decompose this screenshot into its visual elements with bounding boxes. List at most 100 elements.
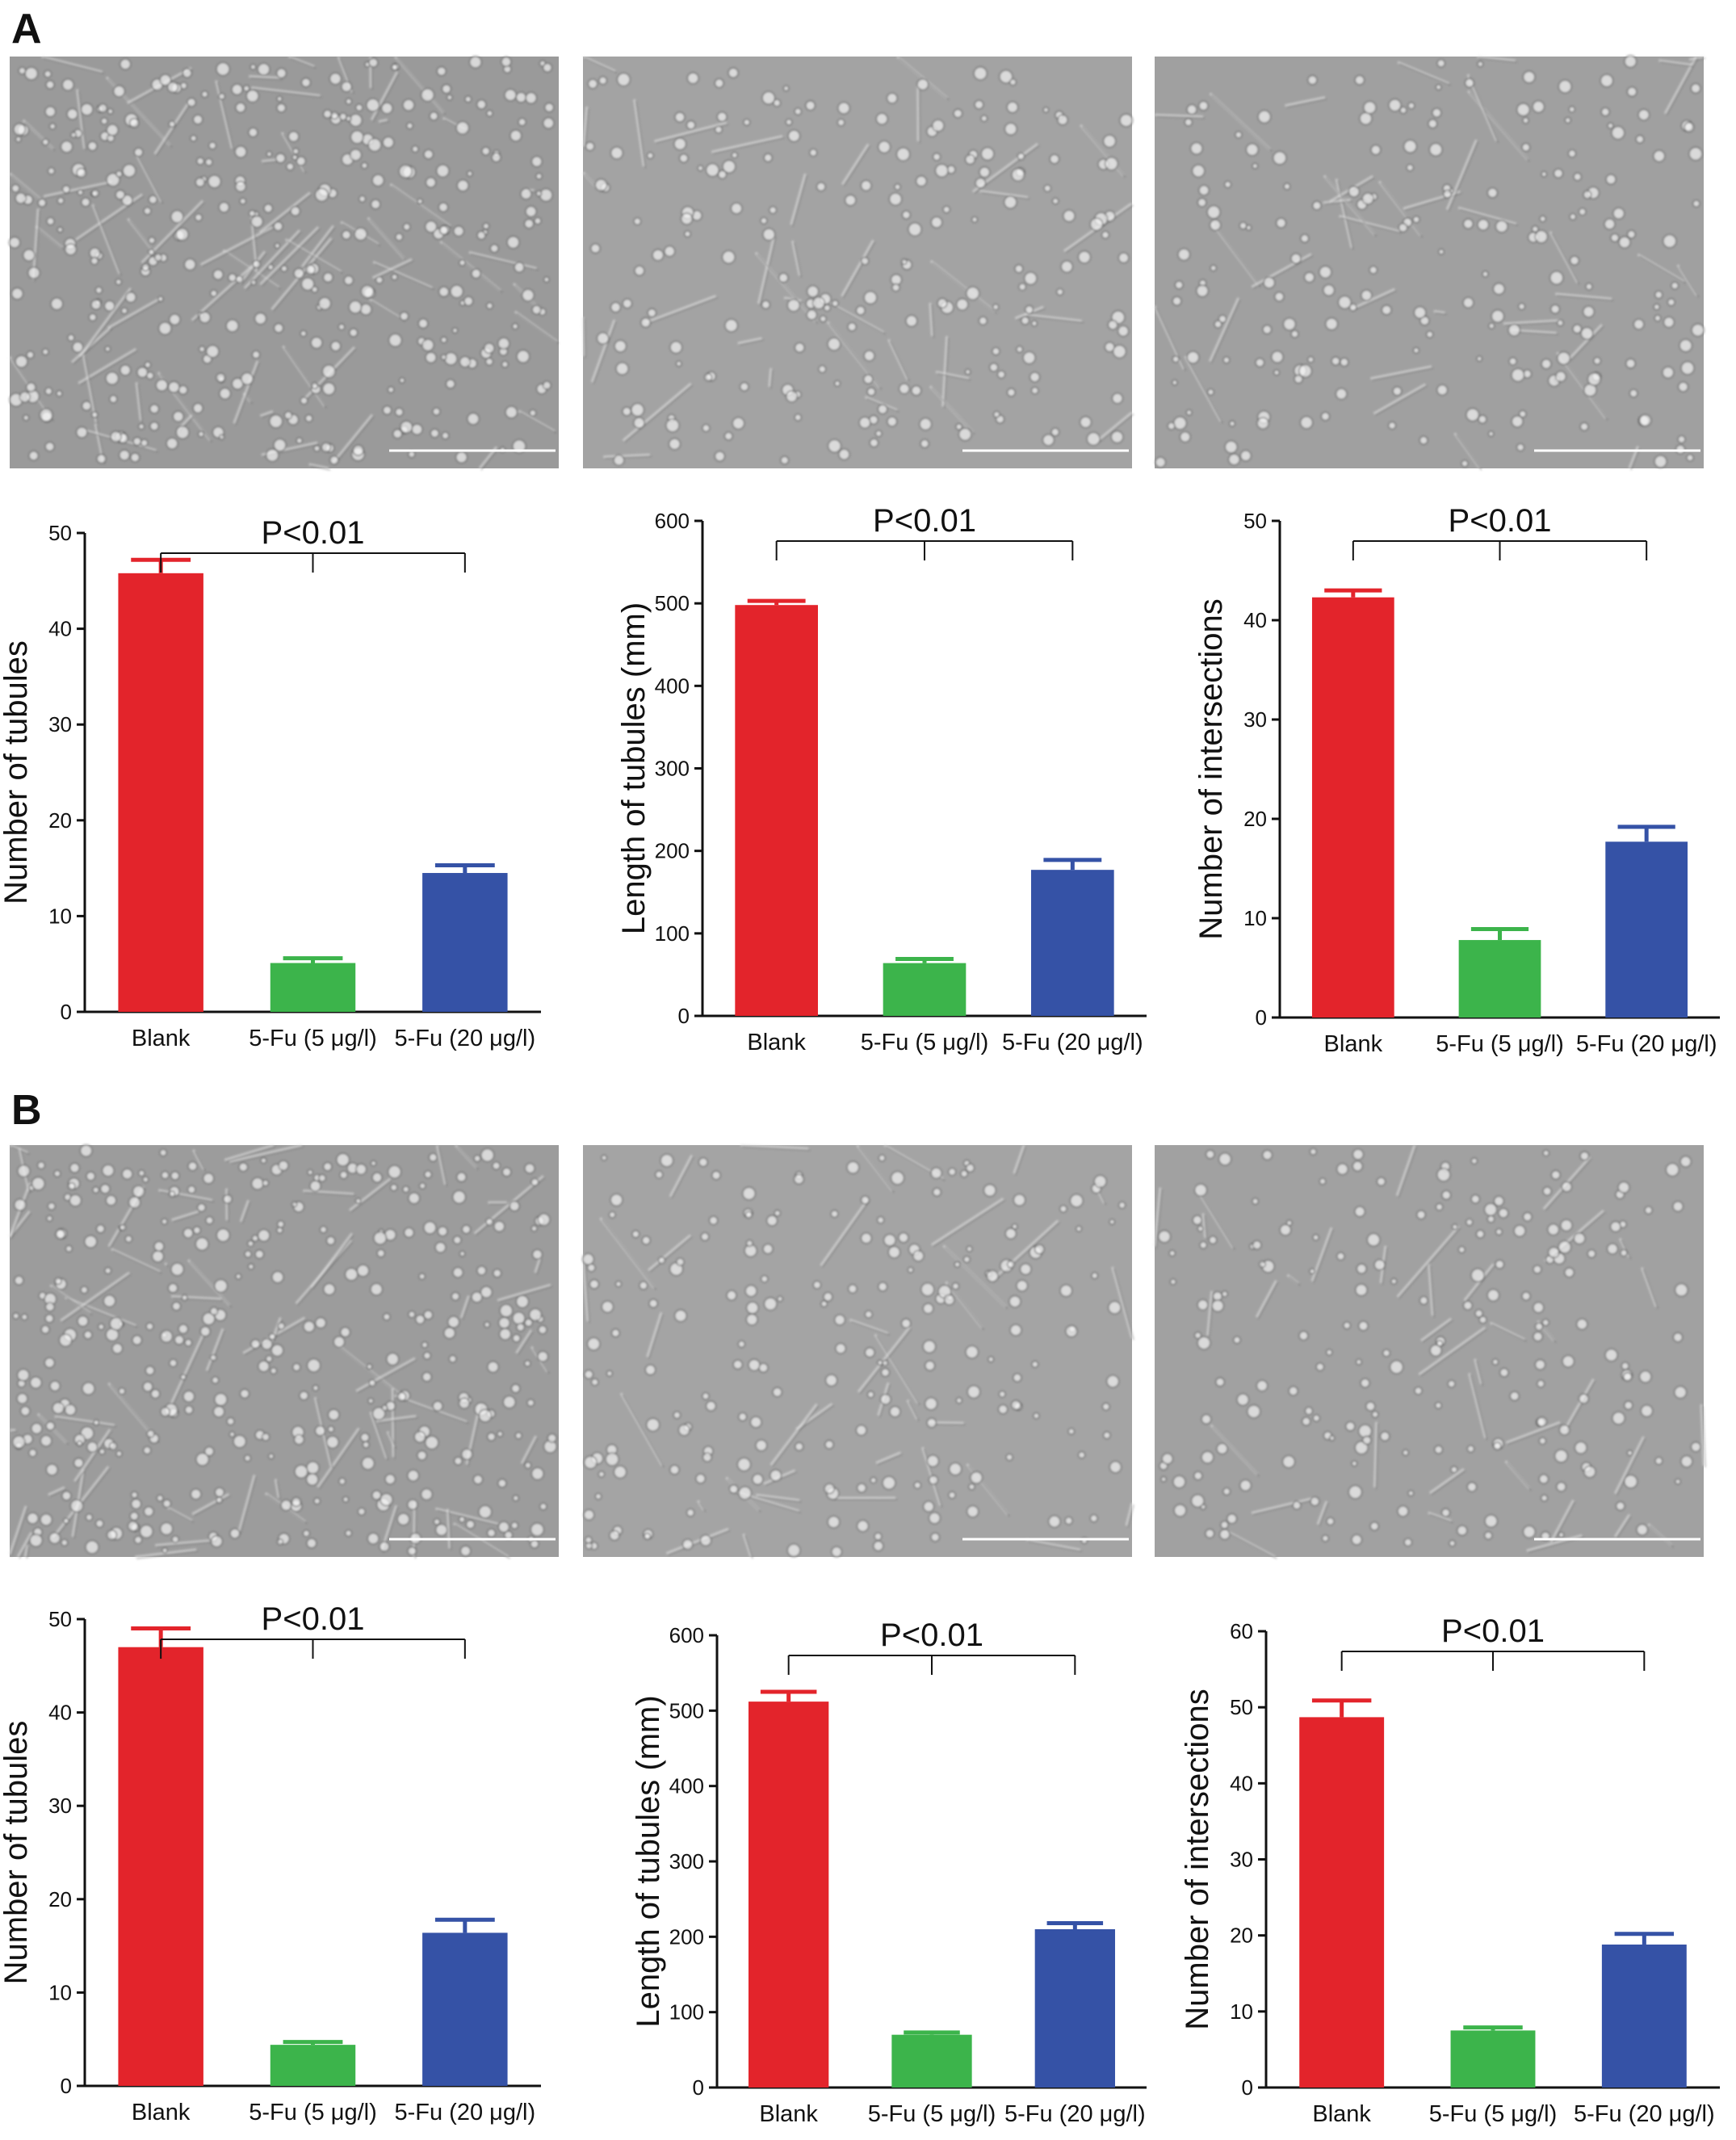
bar-chart-b-1: 0 10 20 30 40 50 Number of tubules Blank 5-Fu (5… [0,1601,541,2125]
x-tick-label: 5-Fu (5 μg/l) [1436,1031,1564,1057]
bar [883,963,967,1016]
y-tick-label: 300 [669,1849,704,1874]
micrograph-a-blank [8,55,560,471]
y-tick-label: 0 [1256,1005,1267,1030]
bar-chart-b-3: 0 10 20 30 40 50 60 Number of intersections Blan… [1180,1613,1720,2127]
y-tick-label: 200 [655,839,690,863]
y-tick-label: 100 [669,2000,704,2025]
bar [1605,841,1688,1018]
x-tick-label: 5-Fu (20 μg/l) [1002,1030,1143,1055]
micrograph-a-5fu-20 [1153,55,1706,471]
bar-chart-b-2: 0 100 200 300 400 500 600 Length of tubules (mm… [631,1618,1147,2127]
y-axis-label: Length of tubules (mm) [631,1695,666,2027]
x-tick-label: 5-Fu (20 μg/l) [1576,1031,1717,1057]
y-axis-label: Number of intersections [1180,1689,1215,2029]
y-tick-label: 20 [1243,807,1267,831]
y-tick-label: 0 [61,2074,72,2098]
y-axis-label: Number of tubules [0,640,34,904]
x-tick-label: Blank [132,2100,191,2125]
panel-label-a: A [11,6,42,52]
y-tick-label: 300 [655,757,690,781]
micrograph-a-5fu-20-cells [1153,55,1706,471]
micrograph-b-5fu-20 [1153,1144,1706,1559]
x-tick-label: 5-Fu (20 μg/l) [395,1026,536,1051]
bar [1601,1944,1687,2088]
bar [1311,597,1394,1018]
significance-label: P<0.01 [1449,503,1552,539]
y-axis-label: Number of intersections [1193,598,1229,939]
y-tick-label: 20 [48,808,72,833]
x-tick-label: 5-Fu (20 μg/l) [1004,2101,1146,2127]
y-tick-label: 100 [655,921,690,946]
y-axis-label: Number of tubules [0,1721,34,1985]
bar [1034,1929,1115,2088]
micrograph-b-5fu-5-background [583,1145,1132,1557]
y-tick-label: 0 [1242,2075,1253,2100]
y-tick-label: 500 [669,1698,704,1722]
y-tick-label: 10 [1243,906,1267,930]
bar-chart-a-1: 0 10 20 30 40 50 Number of tubules Blank 5-Fu (5… [0,515,541,1051]
y-tick-label: 60 [1230,1619,1253,1643]
bar [1299,1717,1385,2088]
y-tick-label: 50 [48,1607,72,1631]
y-tick-label: 40 [1230,1771,1253,1795]
y-tick-label: 0 [61,1000,72,1024]
y-tick-label: 0 [693,2075,704,2100]
bar [118,573,203,1012]
micrograph-b-blank [8,1143,559,1559]
bar [735,605,818,1016]
x-tick-label: 5-Fu (20 μg/l) [395,2100,536,2125]
x-tick-label: Blank [747,1030,806,1055]
x-tick-label: 5-Fu (20 μg/l) [1574,2101,1715,2127]
x-tick-label: 5-Fu (5 μg/l) [249,2100,377,2125]
y-tick-label: 50 [48,521,72,545]
y-tick-label: 500 [655,591,690,615]
bar [1450,2030,1536,2088]
y-tick-label: 10 [1230,1999,1253,2024]
significance-label: P<0.01 [262,1601,365,1637]
bar [1031,870,1114,1016]
y-tick-label: 50 [1230,1695,1253,1719]
panel-label-b: B [11,1087,42,1134]
y-tick-label: 30 [1230,1848,1253,1872]
y-tick-label: 400 [669,1774,704,1798]
x-tick-label: Blank [759,2101,818,2127]
y-tick-label: 20 [1230,1924,1253,1948]
micrograph-b-5fu-5 [581,1143,1134,1559]
x-tick-label: 5-Fu (5 μg/l) [861,1030,989,1055]
y-tick-label: 200 [669,1924,704,1949]
significance-label: P<0.01 [1441,1613,1545,1649]
x-tick-label: Blank [132,1026,191,1051]
bar [270,963,356,1012]
micrograph-a-blank-cells [8,55,560,471]
y-tick-label: 30 [1243,707,1267,732]
micrograph-a-5fu-5 [581,55,1134,468]
micrograph-b-blank-cells [8,1143,557,1559]
y-tick-label: 10 [48,904,72,928]
bar [422,1932,508,2086]
bar [1458,940,1541,1018]
bar-chart-a-3: 0 10 20 30 40 50 Number of intersections Blank 5… [1193,503,1720,1057]
y-tick-label: 600 [669,1623,704,1647]
y-tick-label: 30 [48,712,72,736]
y-tick-label: 600 [655,509,690,533]
x-tick-label: 5-Fu (5 μg/l) [1429,2101,1558,2127]
y-tick-label: 30 [48,1794,72,1818]
bar [748,1702,829,2088]
y-tick-label: 0 [678,1004,690,1028]
bar [118,1647,203,2086]
y-tick-label: 40 [1243,608,1267,632]
x-tick-label: Blank [1312,2101,1371,2127]
bar [270,2045,356,2086]
bar-chart-a-2: 0 100 200 300 400 500 600 Length of tubules (mm… [616,503,1147,1055]
micrograph-b-5fu-5-cells [581,1143,1134,1559]
micrograph-b-5fu-20-background [1155,1145,1704,1557]
y-tick-label: 50 [1243,509,1267,533]
y-tick-label: 40 [48,1701,72,1725]
y-axis-label: Length of tubules (mm) [616,602,652,934]
micrograph-a-5fu-5-cells [581,55,1134,466]
bar [422,873,508,1012]
y-tick-label: 20 [48,1887,72,1911]
x-tick-label: 5-Fu (5 μg/l) [249,1026,377,1051]
